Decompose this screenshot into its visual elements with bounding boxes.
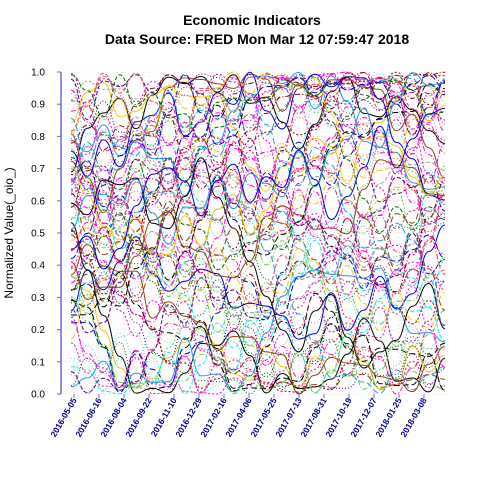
series-line: [70, 271, 446, 392]
series-line: [70, 136, 446, 256]
series-line: [70, 157, 446, 369]
series-line: [70, 101, 446, 275]
series-line: [70, 141, 446, 284]
series-line: [70, 83, 446, 218]
series-line: [70, 124, 446, 252]
y-tick-label: 0.8: [31, 132, 45, 143]
series-line: [70, 160, 446, 334]
series-line: [70, 91, 446, 327]
series-line: [70, 159, 446, 300]
series-line: [70, 83, 446, 316]
y-tick-label: 0.2: [31, 325, 45, 336]
series-line: [70, 73, 446, 225]
series-line: [70, 180, 446, 392]
series-line: [70, 72, 446, 245]
y-tick-label: 0.0: [31, 390, 45, 401]
y-tick-label: 0.9: [31, 100, 45, 111]
series-line: [70, 267, 446, 393]
series-line: [70, 180, 446, 312]
series-line: [70, 258, 446, 391]
series-line: [70, 165, 446, 311]
series-line: [70, 74, 446, 212]
y-tick-label: 0.7: [31, 164, 45, 175]
series-line: [70, 244, 446, 395]
series-line: [70, 292, 446, 390]
series-line: [70, 184, 446, 318]
series-line: [70, 74, 446, 183]
series-line: [70, 176, 446, 291]
series-line: [70, 222, 446, 349]
series-line: [70, 324, 446, 395]
series-line: [70, 71, 446, 151]
series-line: [70, 222, 446, 394]
series-line: [70, 234, 446, 394]
series-line: [70, 79, 446, 233]
series-line: [70, 181, 446, 303]
series-line: [70, 213, 446, 333]
series-line: [70, 275, 446, 395]
series-line: [70, 229, 446, 394]
series-line: [70, 73, 446, 152]
y-tick-label: 1.0: [31, 68, 45, 79]
series-line: [70, 219, 446, 394]
series-line: [70, 76, 446, 199]
series-line: [70, 74, 446, 143]
series-line: [70, 78, 446, 292]
series-line: [70, 107, 446, 270]
series-line: [70, 72, 445, 250]
chart-title-group: Economic Indicators Data Source: FRED Mo…: [105, 12, 409, 47]
y-tick-label: 0.6: [31, 196, 45, 207]
series-line: [70, 73, 446, 260]
series-line: [70, 224, 446, 340]
grid: [61, 71, 447, 395]
series-line: [70, 74, 446, 173]
series-line: [70, 107, 446, 390]
series-line: [70, 74, 446, 169]
series-line: [70, 71, 446, 178]
series-group: [70, 71, 446, 395]
series-line: [70, 123, 446, 391]
series-line: [70, 72, 446, 154]
series-line: [70, 105, 446, 229]
series-line: [70, 72, 446, 208]
y-tick-label: 0.4: [31, 261, 45, 272]
series-line: [70, 227, 446, 332]
chart-subtitle: Data Source: FRED Mon Mar 12 07:59:47 20…: [105, 31, 409, 47]
series-line: [70, 79, 446, 291]
series-line: [70, 131, 446, 272]
series-line: [70, 320, 446, 395]
series-line: [70, 267, 446, 370]
series-line: [70, 269, 446, 395]
series-line: [70, 234, 446, 394]
y-tick-label: 0.5: [31, 229, 45, 240]
y-tick-label: 0.3: [31, 293, 45, 304]
series-line: [70, 188, 446, 391]
series-line: [70, 92, 446, 205]
series-line: [70, 73, 446, 227]
series-line: [70, 92, 446, 323]
series-line: [70, 116, 446, 279]
chart-title: Economic Indicators: [183, 12, 321, 28]
series-line: [70, 108, 446, 310]
series-line: [70, 71, 446, 201]
y-tick-label: 0.1: [31, 357, 45, 368]
y-axis-label: Normalized Value(_oio_): [2, 167, 16, 298]
series-line: [70, 249, 446, 395]
